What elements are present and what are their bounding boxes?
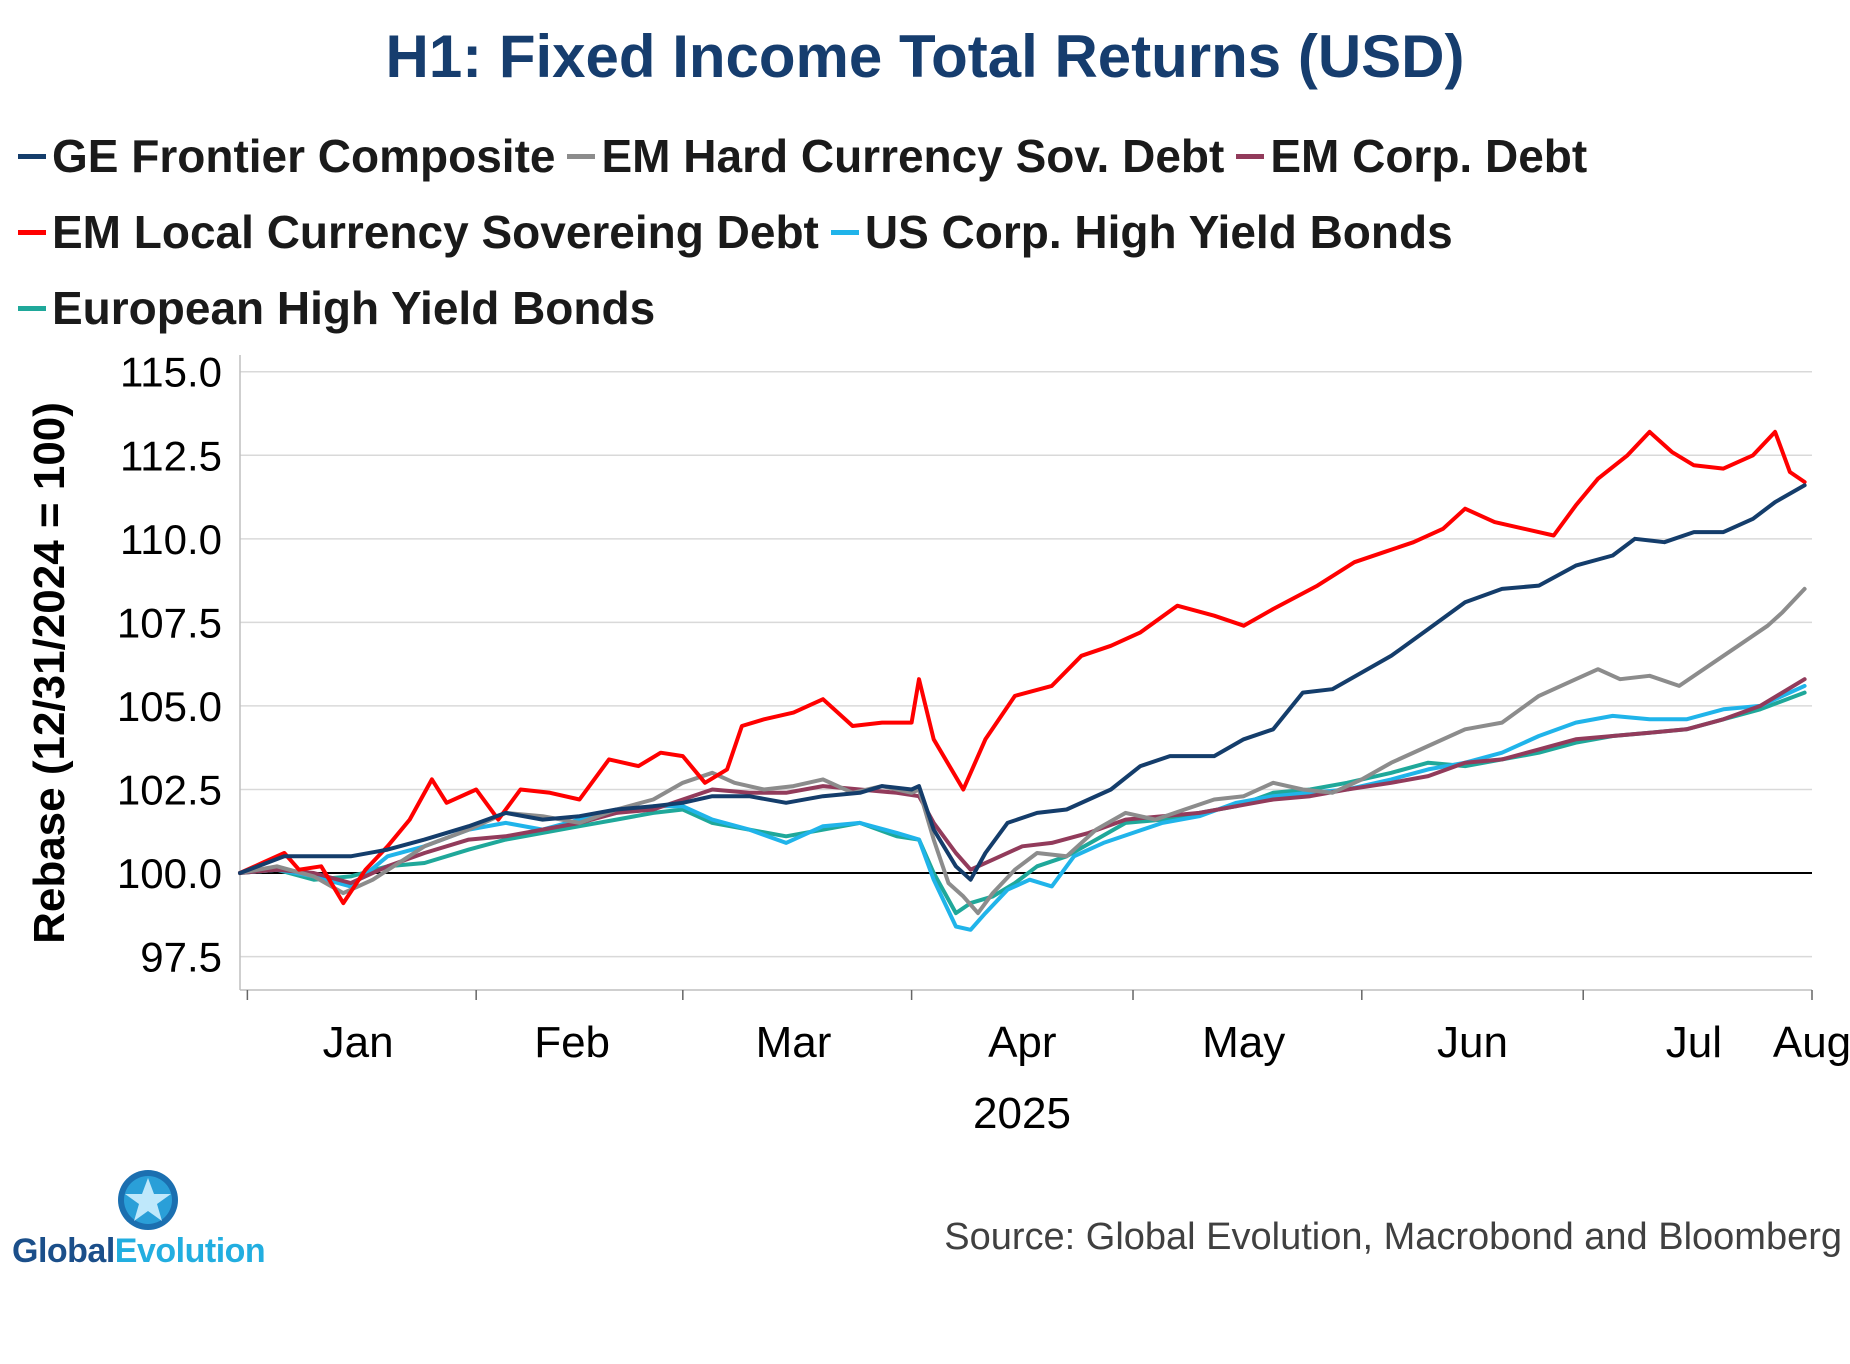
legend-item-ge-frontier: GE Frontier Composite xyxy=(18,129,555,183)
x-tick-label: Aug xyxy=(1773,1018,1850,1067)
legend-label-em-hard-currency: EM Hard Currency Sov. Debt xyxy=(601,130,1225,182)
legend-row-1: GE Frontier Composite EM Hard Currency S… xyxy=(18,118,1818,194)
legend-swatch-em-corp-debt xyxy=(1236,153,1265,159)
y-axis-label: Rebase (12/31/2024 = 100) xyxy=(25,402,74,944)
series-line-ge-frontier-composite xyxy=(238,483,1807,882)
y-tick-label: 110.0 xyxy=(120,516,222,563)
logo-wordmark: GlobalEvolution xyxy=(12,1232,266,1271)
legend-item-us-corp-hy: US Corp. High Yield Bonds xyxy=(830,205,1453,259)
series-line-em-corp-debt xyxy=(238,677,1807,886)
legend-item-em-hard-currency: EM Hard Currency Sov. Debt xyxy=(567,129,1224,183)
series-line-em-hard-currency-sov-debt xyxy=(238,586,1807,916)
chart-legend: GE Frontier Composite EM Hard Currency S… xyxy=(18,118,1818,346)
y-tick-label: 112.5 xyxy=(120,432,222,479)
series-line-us-corp-high-yield-bonds xyxy=(238,683,1807,932)
x-axis-label: 2025 xyxy=(973,1089,1071,1138)
logo-text-evolution: Evolution xyxy=(114,1232,266,1270)
y-tick-label: 115.0 xyxy=(120,349,222,396)
legend-swatch-us-corp-hy xyxy=(830,229,859,235)
logo-text-global: Global xyxy=(12,1232,115,1270)
legend-row-3: European High Yield Bonds xyxy=(18,270,1818,346)
legend-swatch-ge-frontier xyxy=(18,153,46,159)
legend-swatch-european-hy xyxy=(18,305,46,311)
y-tick-label: 102.5 xyxy=(117,766,222,813)
star-icon xyxy=(118,1170,178,1230)
y-tick-label: 97.5 xyxy=(140,934,222,981)
x-tick-label: Jul xyxy=(1666,1018,1722,1067)
legend-item-em-local-currency: EM Local Currency Sovereing Debt xyxy=(18,205,819,259)
chart-title: H1: Fixed Income Total Returns (USD) xyxy=(385,23,1465,90)
x-tick-label: Apr xyxy=(988,1018,1056,1067)
legend-row-2: EM Local Currency Sovereing Debt US Corp… xyxy=(18,194,1818,270)
legend-label-us-corp-hy: US Corp. High Yield Bonds xyxy=(864,206,1453,258)
y-tick-label: 100.0 xyxy=(117,850,222,897)
x-tick-label: Feb xyxy=(534,1018,610,1067)
legend-swatch-em-hard-currency xyxy=(567,153,596,159)
legend-item-european-hy: European High Yield Bonds xyxy=(18,281,655,335)
axes: 115.0 112.5 110.0 107.5 105.0 102.5 100.0 97.5 J… xyxy=(117,349,1850,1067)
legend-label-em-corp-debt: EM Corp. Debt xyxy=(1270,130,1588,182)
series-line-em-local-currency-sovereing-debt xyxy=(238,429,1807,906)
legend-swatch-em-local-currency xyxy=(18,229,46,235)
legend-item-em-corp-debt: EM Corp. Debt xyxy=(1236,129,1587,183)
x-tick-label: Mar xyxy=(756,1018,832,1067)
x-tick-label: May xyxy=(1202,1018,1285,1067)
legend-label-em-local-currency: EM Local Currency Sovereing Debt xyxy=(52,206,819,258)
x-tick-label: Jan xyxy=(323,1018,394,1067)
series-lines xyxy=(238,429,1807,932)
global-evolution-logo: GlobalEvolution xyxy=(12,1168,282,1271)
x-tick-label: Jun xyxy=(1437,1018,1508,1067)
y-tick-label: 107.5 xyxy=(117,599,222,646)
gridlines xyxy=(240,370,1812,958)
y-tick-label: 105.0 xyxy=(117,683,222,730)
source-note: Source: Global Evolution, Macrobond and … xyxy=(944,1216,1842,1258)
legend-label-ge-frontier: GE Frontier Composite xyxy=(52,130,556,182)
legend-label-european-hy: European High Yield Bonds xyxy=(52,282,656,334)
